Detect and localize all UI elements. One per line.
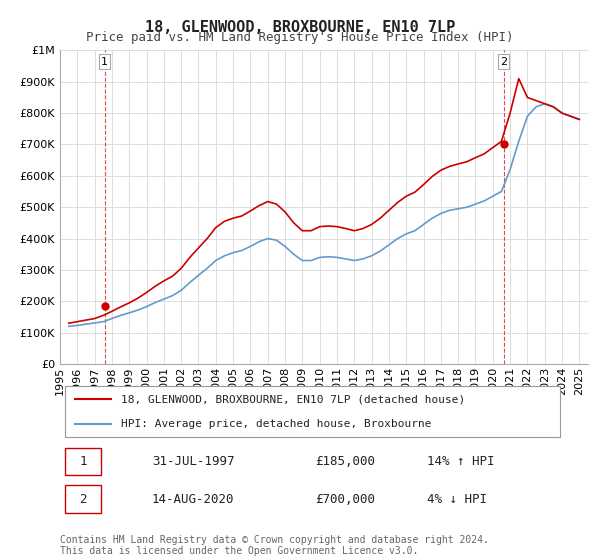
Text: 31-JUL-1997: 31-JUL-1997	[152, 455, 235, 468]
Text: Price paid vs. HM Land Registry's House Price Index (HPI): Price paid vs. HM Land Registry's House …	[86, 31, 514, 44]
Text: 18, GLENWOOD, BROXBOURNE, EN10 7LP: 18, GLENWOOD, BROXBOURNE, EN10 7LP	[145, 20, 455, 35]
Text: 2: 2	[500, 57, 507, 67]
Text: 18, GLENWOOD, BROXBOURNE, EN10 7LP (detached house): 18, GLENWOOD, BROXBOURNE, EN10 7LP (deta…	[121, 394, 466, 404]
Text: 4% ↓ HPI: 4% ↓ HPI	[427, 493, 487, 506]
Text: 2: 2	[79, 493, 87, 506]
Text: 14-AUG-2020: 14-AUG-2020	[152, 493, 235, 506]
Text: 1: 1	[79, 455, 87, 468]
Text: £185,000: £185,000	[315, 455, 375, 468]
Text: Contains HM Land Registry data © Crown copyright and database right 2024.
This d: Contains HM Land Registry data © Crown c…	[60, 535, 489, 557]
Text: HPI: Average price, detached house, Broxbourne: HPI: Average price, detached house, Brox…	[121, 419, 432, 429]
Text: 14% ↑ HPI: 14% ↑ HPI	[427, 455, 494, 468]
Text: £700,000: £700,000	[315, 493, 375, 506]
FancyBboxPatch shape	[65, 386, 560, 437]
FancyBboxPatch shape	[65, 447, 101, 475]
FancyBboxPatch shape	[65, 486, 101, 513]
Text: 1: 1	[101, 57, 108, 67]
